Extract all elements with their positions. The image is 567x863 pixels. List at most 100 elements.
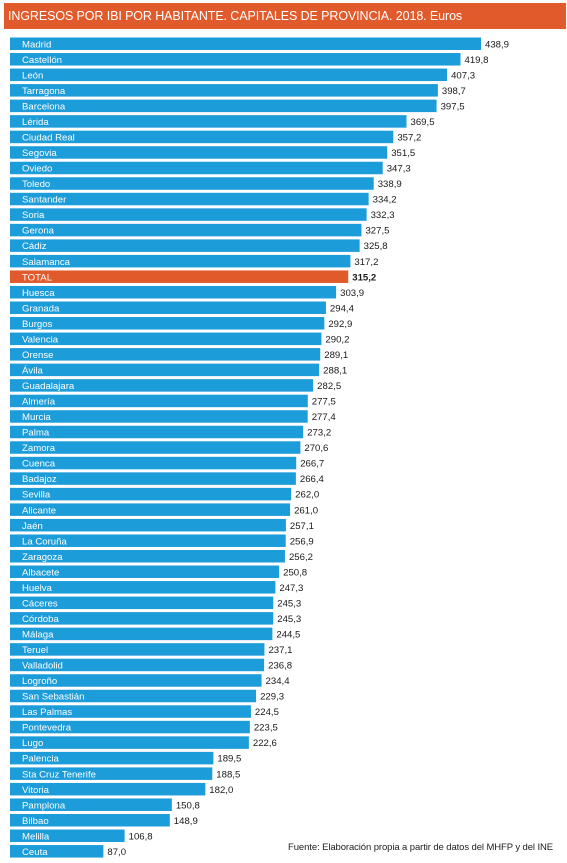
value-label-cadiz: 325,8: [364, 241, 388, 252]
bar-granada: [10, 301, 326, 315]
category-label-leon: León: [22, 70, 43, 81]
bar-gerona: [10, 223, 362, 237]
value-label-castellon: 419,8: [465, 55, 489, 66]
bar-row-cordoba: Córdoba 245,3: [10, 612, 301, 625]
category-label-soria: Soria: [22, 210, 45, 221]
value-label-ceuta: 87,0: [107, 847, 126, 858]
bar-row-logrono: Logroño 234,4: [10, 674, 290, 687]
value-label-san-sebastian: 229,3: [260, 692, 284, 703]
value-label-albacete: 250,8: [283, 567, 307, 578]
bar-row-badajoz: Badajoz 266,4: [10, 472, 325, 485]
category-label-toledo: Toledo: [22, 179, 50, 190]
bar-sevilla: [10, 487, 292, 501]
bar-row-sevilla: Sevilla 262,0: [10, 487, 319, 501]
category-label-valladolid: Valladolid: [22, 661, 63, 672]
category-label-ciudad-real: Ciudad Real: [22, 133, 75, 144]
category-label-total: TOTAL: [22, 272, 53, 283]
bar-melilla: [10, 829, 125, 843]
bar-row-almeria: Almería 277,5: [10, 394, 336, 408]
value-label-jaen: 257,1: [290, 521, 314, 532]
value-label-melilla: 106,8: [129, 831, 153, 842]
bar-alicante: [10, 503, 291, 516]
bar-row-malaga: Málaga 244,5: [10, 627, 300, 641]
bar-row-las-palmas: Las Palmas 224,5: [10, 705, 279, 718]
category-label-castellon: Castellón: [22, 55, 62, 66]
category-label-lugo: Lugo: [22, 738, 43, 749]
category-label-cordoba: Córdoba: [22, 614, 59, 625]
bar-barcelona: [10, 99, 437, 113]
bar-row-segovia: Segovia 351,5: [10, 146, 415, 159]
category-label-bilbao: Bilbao: [22, 816, 49, 827]
value-label-ciudad-real: 357,2: [397, 133, 421, 144]
value-label-cuenca: 266,7: [300, 459, 324, 470]
bar-row-vitoria: Vitoria 182,0: [10, 782, 233, 796]
value-label-vitoria: 182,0: [209, 785, 233, 796]
bar-row-castellon: Castellón 419,8: [10, 53, 489, 66]
category-label-san-sebastian: San Sebastián: [22, 692, 84, 703]
bar-badajoz: [10, 472, 296, 485]
value-label-zaragoza: 256,2: [289, 552, 313, 563]
category-label-huesca: Huesca: [22, 288, 55, 299]
value-label-madrid: 438,9: [485, 39, 509, 50]
bar-oviedo: [10, 161, 383, 175]
category-label-caceres: Cáceres: [22, 598, 58, 609]
category-label-burgos: Burgos: [22, 319, 53, 330]
value-label-total: 315,2: [352, 272, 376, 283]
category-label-avila: Ávila: [22, 365, 43, 376]
category-label-zamora: Zamora: [22, 443, 56, 454]
value-label-malaga: 244,5: [276, 629, 300, 640]
bar-burgos: [10, 317, 325, 330]
value-label-teruel: 237,1: [268, 645, 292, 656]
value-label-alicante: 261,0: [294, 505, 318, 516]
value-label-burgos: 292,9: [328, 319, 352, 330]
bar-row-ciudad-real: Ciudad Real 357,2: [10, 130, 421, 144]
value-label-murcia: 277,4: [312, 412, 337, 423]
bar-row-madrid: Madrid 438,9: [10, 37, 509, 50]
category-label-tarragona: Tarragona: [22, 86, 66, 97]
value-label-granada: 294,4: [330, 303, 355, 314]
bar-row-leon: León 407,3: [10, 68, 475, 82]
category-label-cadiz: Cádiz: [22, 241, 47, 252]
value-label-zamora: 270,6: [304, 443, 328, 454]
bar-las-palmas: [10, 705, 251, 718]
category-label-jaen: Jaén: [22, 521, 43, 532]
bar-zamora: [10, 441, 301, 454]
category-label-sta-cruz-tenerife: Sta Cruz Tenerife: [22, 769, 96, 780]
category-label-huelva: Huelva: [22, 583, 53, 594]
bar-ciudad-real: [10, 130, 394, 144]
category-label-melilla: Melilla: [22, 831, 50, 842]
category-label-segovia: Segovia: [22, 148, 57, 159]
bar-row-albacete: Albacete 250,8: [10, 565, 307, 578]
value-label-palencia: 189,5: [217, 754, 241, 765]
bar-lerida: [10, 115, 407, 128]
bar-pamplona: [10, 798, 172, 811]
value-label-gerona: 327,5: [365, 226, 389, 237]
bar-row-pontevedra: Pontevedra 223,5: [10, 720, 278, 734]
value-label-valencia: 290,2: [325, 334, 349, 345]
bar-palencia: [10, 751, 214, 765]
value-label-las-palmas: 224,5: [255, 707, 279, 718]
bar-row-granada: Granada 294,4: [10, 301, 355, 315]
bar-la-coruna: [10, 534, 286, 547]
bar-row-tarragona: Tarragona 398,7: [10, 84, 466, 97]
category-label-barcelona: Barcelona: [22, 101, 66, 112]
value-label-lerida: 369,5: [411, 117, 435, 128]
bar-guadalajara: [10, 379, 314, 392]
bar-pontevedra: [10, 720, 250, 734]
bar-row-santander: Santander 334,2: [10, 192, 397, 206]
bar-segovia: [10, 146, 388, 159]
bar-cuenca: [10, 456, 297, 470]
bar-leon: [10, 68, 448, 82]
bar-caceres: [10, 596, 274, 610]
value-label-pamplona: 150,8: [176, 800, 200, 811]
category-label-la-coruna: La Coruña: [22, 536, 67, 547]
bar-row-palma: Palma 273,2: [10, 425, 331, 439]
value-label-avila: 288,1: [323, 365, 347, 376]
category-label-lerida: Lérida: [22, 117, 49, 128]
bar-malaga: [10, 627, 273, 641]
category-label-santander: Santander: [22, 195, 67, 206]
bar-lugo: [10, 736, 249, 749]
category-label-salamanca: Salamanca: [22, 257, 71, 268]
category-label-pamplona: Pamplona: [22, 800, 66, 811]
bar-row-cuenca: Cuenca 266,7: [10, 456, 324, 470]
